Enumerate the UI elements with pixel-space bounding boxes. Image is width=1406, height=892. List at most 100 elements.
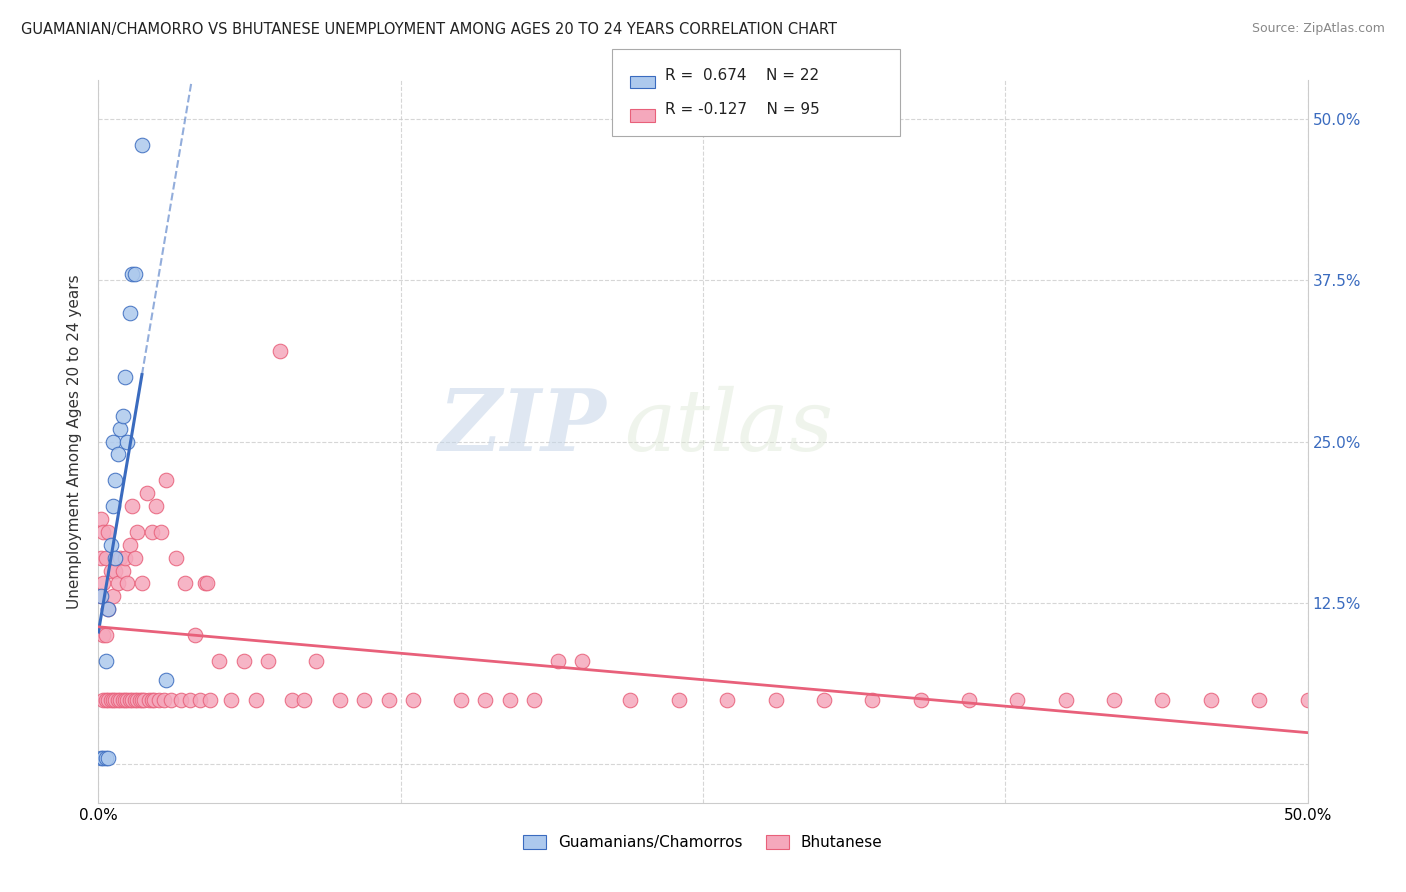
Point <box>94 692 117 706</box>
Text: ZIP: ZIP <box>439 385 606 469</box>
Point <box>221 692 243 706</box>
Point <box>619 692 641 706</box>
Point <box>813 692 835 706</box>
Point <box>402 692 425 706</box>
Point <box>97 692 120 706</box>
Point <box>104 550 127 565</box>
Point <box>668 692 690 706</box>
Point <box>150 524 173 539</box>
Point <box>547 654 569 668</box>
Point <box>104 473 127 487</box>
Point <box>474 692 496 706</box>
Point <box>111 409 134 423</box>
Point <box>94 750 117 764</box>
Point <box>91 524 114 539</box>
Point <box>117 576 139 591</box>
Point <box>498 692 520 706</box>
Point <box>860 692 883 706</box>
Text: R =  0.674    N = 22: R = 0.674 N = 22 <box>665 68 820 83</box>
Point <box>256 654 278 668</box>
Point <box>148 692 170 706</box>
Point <box>118 692 141 706</box>
Point <box>94 550 117 565</box>
Point <box>97 524 120 539</box>
Point <box>208 654 231 668</box>
Point <box>91 628 114 642</box>
Point <box>101 692 124 706</box>
Point <box>1102 692 1125 706</box>
Point <box>269 344 291 359</box>
Point <box>141 692 163 706</box>
Point <box>195 576 218 591</box>
Point <box>90 512 112 526</box>
Point <box>281 692 304 706</box>
Point <box>108 692 131 706</box>
Point <box>121 267 143 281</box>
Point <box>138 692 160 706</box>
Point <box>305 654 328 668</box>
Point <box>108 550 131 565</box>
Point <box>90 590 112 604</box>
Point <box>165 550 187 565</box>
Point <box>232 654 254 668</box>
Point <box>100 564 122 578</box>
Point <box>1007 692 1029 706</box>
Point <box>94 654 117 668</box>
Point <box>765 692 787 706</box>
Point <box>97 750 120 764</box>
Point <box>1199 692 1222 706</box>
Point <box>188 692 211 706</box>
Point <box>101 590 124 604</box>
Point <box>198 692 221 706</box>
Point <box>957 692 980 706</box>
Point <box>131 576 153 591</box>
Point <box>90 750 112 764</box>
Point <box>353 692 375 706</box>
Point <box>118 538 141 552</box>
Point <box>329 692 352 706</box>
Point <box>91 576 114 591</box>
Point <box>160 692 183 706</box>
Point <box>910 692 932 706</box>
Point <box>523 692 546 706</box>
Point <box>131 137 153 152</box>
Point <box>114 550 136 565</box>
Point <box>101 434 124 449</box>
Point <box>184 628 207 642</box>
Point <box>121 692 143 706</box>
Point <box>377 692 399 706</box>
Point <box>174 576 197 591</box>
Point <box>194 576 217 591</box>
Point <box>114 692 136 706</box>
Point <box>145 499 167 513</box>
Point <box>127 692 149 706</box>
Point <box>111 692 134 706</box>
Point <box>155 673 177 688</box>
Point <box>127 524 149 539</box>
Point <box>155 473 177 487</box>
Text: atlas: atlas <box>624 385 834 468</box>
Point <box>169 692 191 706</box>
Point <box>108 422 131 436</box>
Point <box>100 538 122 552</box>
Point <box>1296 692 1319 706</box>
Point <box>90 550 112 565</box>
Point <box>1054 692 1077 706</box>
Point <box>124 267 146 281</box>
Point <box>114 370 136 384</box>
Text: Source: ZipAtlas.com: Source: ZipAtlas.com <box>1251 22 1385 36</box>
Point <box>135 486 157 500</box>
Point <box>143 692 166 706</box>
Point <box>117 692 139 706</box>
Point <box>91 750 114 764</box>
Point <box>107 576 129 591</box>
Point <box>101 499 124 513</box>
Point <box>94 628 117 642</box>
Point <box>118 305 141 319</box>
Point <box>121 499 143 513</box>
Point <box>179 692 201 706</box>
Legend: Guamanians/Chamorros, Bhutanese: Guamanians/Chamorros, Bhutanese <box>517 830 889 856</box>
Point <box>292 692 315 706</box>
Point <box>128 692 150 706</box>
Point <box>91 692 114 706</box>
